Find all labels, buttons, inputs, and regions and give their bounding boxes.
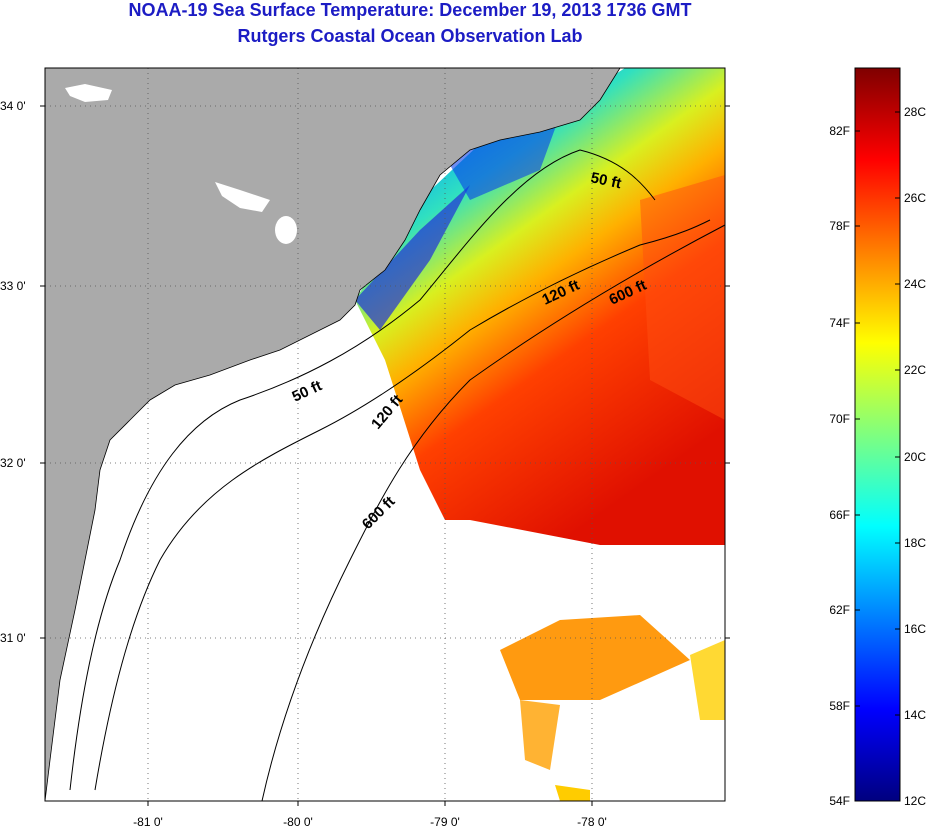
colorbar-c-label: 22C [904, 363, 926, 377]
colorbar-f-label: 74F [829, 316, 850, 330]
lon-label: -78 0' [577, 815, 607, 829]
lon-label: -79 0' [430, 815, 460, 829]
isobath-120ft [94, 219, 711, 791]
isobath-50ft [69, 149, 656, 791]
longitude-labels: -81 0' -80 0' -79 0' -78 0' [133, 815, 607, 829]
latitude-labels: 34 0' 33 0' 32 0' 31 0' [0, 99, 26, 645]
colorbar-f-label: 58F [829, 699, 850, 713]
lat-label: 33 0' [0, 279, 26, 293]
colorbar-c-label: 28C [904, 105, 926, 119]
colorbar: 82F 78F 74F 70F 66F 62F 58F 54F 28C 26C … [829, 67, 926, 808]
contour-label: 50 ft [589, 169, 623, 192]
colorbar-f-label: 82F [829, 124, 850, 138]
lon-label: -81 0' [133, 815, 163, 829]
colorbar-f-label: 66F [829, 508, 850, 522]
map-title: NOAA-19 Sea Surface Temperature: Decembe… [128, 0, 692, 20]
lat-label: 31 0' [0, 631, 26, 645]
colorbar-fahrenheit-labels: 82F 78F 74F 70F 66F 62F 58F 54F [829, 124, 850, 808]
isobath-lines [69, 149, 725, 801]
colorbar-celsius-labels: 28C 26C 24C 22C 20C 18C 16C 14C 12C [904, 105, 926, 808]
colorbar-c-label: 18C [904, 536, 926, 550]
colorbar-f-label: 62F [829, 603, 850, 617]
colorbar-c-label: 14C [904, 708, 926, 722]
colorbar-c-label: 16C [904, 622, 926, 636]
colorbar-c-label: 20C [904, 450, 926, 464]
inland-lakes [65, 84, 297, 244]
isobath-600ft [261, 224, 725, 801]
map-area: 50 ft 50 ft 120 ft 120 ft 600 ft 600 ft [45, 68, 725, 801]
colorbar-gradient [854, 67, 901, 802]
colorbar-f-label: 70F [829, 412, 850, 426]
colorbar-ticks [855, 111, 900, 716]
colorbar-f-label: 78F [829, 219, 850, 233]
lon-label: -80 0' [283, 815, 313, 829]
colorbar-c-label: 26C [904, 191, 926, 205]
land-mass [45, 68, 621, 801]
colorbar-f-label: 54F [829, 794, 850, 808]
axis-ticks [40, 105, 730, 806]
colorbar-c-label: 24C [904, 277, 926, 291]
map-subtitle: Rutgers Coastal Ocean Observation Lab [237, 26, 583, 46]
map-frame [44, 67, 726, 802]
colorbar-c-label: 12C [904, 794, 926, 808]
lat-label: 32 0' [0, 456, 26, 470]
lat-label: 34 0' [0, 99, 26, 113]
